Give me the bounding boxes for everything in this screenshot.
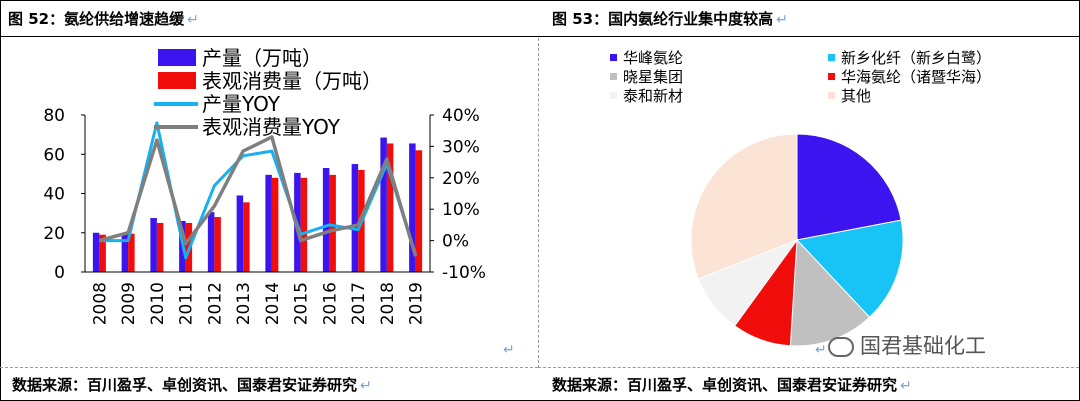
legend-label: 其他	[841, 87, 871, 105]
right-source-divider	[538, 367, 1079, 368]
bar	[329, 174, 336, 272]
left-source: 数据来源：百川盈孚、卓创资讯、国泰君安证券研究 ↵	[12, 374, 372, 395]
bar	[415, 150, 423, 272]
right-tick-label: -10%	[442, 263, 486, 283]
x-tick-label: 2013	[234, 282, 254, 325]
left-panel-return-mark: ↵	[503, 342, 515, 358]
bar	[243, 202, 250, 272]
legend-swatch	[828, 73, 835, 80]
top-border	[0, 0, 1080, 1]
watermark-text: 国君基础化工	[860, 334, 986, 358]
right-chart-title: 图 53：国内氨纶行业集中度较高 ↵	[552, 8, 788, 29]
left-chart-title: 图 52：氨纶供给增速趋缓 ↵	[8, 8, 199, 29]
pie-slice	[690, 133, 798, 280]
legend-label: 晓星集团	[623, 68, 683, 86]
bar	[409, 143, 416, 272]
left-tick-label: 40	[43, 185, 65, 205]
return-mark: ↵	[776, 12, 788, 28]
legend-label: 表观消费量（万吨）	[202, 69, 382, 93]
legend-swatch	[610, 92, 617, 99]
legend-label: 华峰氨纶	[623, 49, 683, 67]
return-mark: ↵	[900, 378, 912, 394]
left-source-text: 数据来源：百川盈孚、卓创资讯、国泰君安证券研究	[12, 376, 358, 394]
bar	[351, 164, 359, 272]
bar	[322, 167, 330, 272]
concentration-pie-chart: 华峰氨纶 新乡化纤（新乡白鹭） 晓星集团 华海氨纶（诸暨华海） 泰和新材 其他	[610, 49, 991, 347]
left-tick-label: 20	[43, 224, 65, 244]
legend-label: 华海氨纶（诸暨华海）	[841, 68, 991, 86]
legend-label: 产量YOY	[202, 92, 281, 116]
bar	[121, 232, 129, 272]
pie-slice	[796, 219, 904, 318]
right-chart-title-text: 图 53：国内氨纶行业集中度较高	[552, 10, 774, 28]
bar	[300, 177, 308, 272]
legend-swatch	[610, 54, 617, 61]
x-tick-label: 2012	[205, 282, 225, 325]
legend-label: 泰和新材	[623, 87, 683, 105]
supply-growth-chart: 0 20 40 60 80 -10% 0% 10% 20% 30% 40% 2008 2009 2010 2…	[43, 46, 486, 325]
left-border	[0, 0, 1, 401]
bar	[380, 137, 387, 272]
bar	[92, 232, 100, 272]
bar	[214, 217, 221, 272]
series-line	[98, 135, 418, 257]
bar	[156, 222, 164, 272]
right-panel-return-mark: ↵	[815, 342, 827, 358]
right-tick-label: 10%	[442, 200, 480, 220]
x-tick-label: 2014	[263, 282, 283, 325]
x-tick-label: 2016	[320, 282, 340, 325]
x-tick-label: 2010	[148, 282, 168, 325]
legend-swatch	[158, 49, 196, 66]
right-tick-label: 40%	[442, 106, 480, 126]
legend-label: 新乡化纤（新乡白鹭）	[841, 49, 991, 67]
x-tick-label: 2019	[407, 282, 427, 325]
legend-swatch	[610, 73, 617, 80]
watermark: 国君基础化工	[828, 330, 986, 360]
x-tick-label: 2017	[349, 282, 369, 325]
right-tick-label: 30%	[442, 137, 480, 157]
wechat-icon	[828, 337, 854, 357]
x-tick-label: 2009	[119, 282, 139, 325]
x-tick-label: 2018	[378, 282, 398, 325]
x-tick-label: 2015	[292, 282, 312, 325]
bar	[386, 143, 394, 272]
legend-label: 表观消费量YOY	[202, 115, 341, 139]
left-tick-label: 80	[43, 106, 65, 126]
left-chart-title-text: 图 52：氨纶供给增速趋缓	[8, 10, 185, 28]
left-source-divider	[0, 367, 538, 368]
right-source-text: 数据来源：百川盈孚、卓创资讯、国泰君安证券研究	[552, 376, 898, 394]
series-line	[99, 121, 418, 260]
left-tick-label: 60	[43, 145, 65, 165]
legend-swatch	[828, 54, 835, 61]
right-tick-label: 20%	[442, 169, 480, 189]
bar	[236, 195, 244, 272]
right-source: 数据来源：百川盈孚、卓创资讯、国泰君安证券研究 ↵	[552, 374, 912, 395]
return-mark: ↵	[360, 378, 372, 394]
legend-swatch	[158, 72, 196, 89]
legend-swatch	[828, 92, 835, 99]
panel-divider	[538, 38, 539, 368]
right-tick-label: 0%	[442, 232, 469, 252]
left-tick-label: 0	[54, 263, 65, 283]
legend-label: 产量（万吨）	[202, 46, 322, 70]
bar	[271, 177, 279, 272]
bar	[128, 233, 135, 272]
x-tick-label: 2011	[177, 282, 197, 325]
bar	[99, 234, 106, 272]
bar	[207, 212, 215, 272]
title-divider	[0, 36, 1080, 37]
bar	[265, 174, 272, 272]
bar	[150, 218, 157, 272]
return-mark: ↵	[187, 12, 199, 28]
x-tick-label: 2008	[90, 282, 110, 325]
pie-slice	[796, 133, 902, 241]
